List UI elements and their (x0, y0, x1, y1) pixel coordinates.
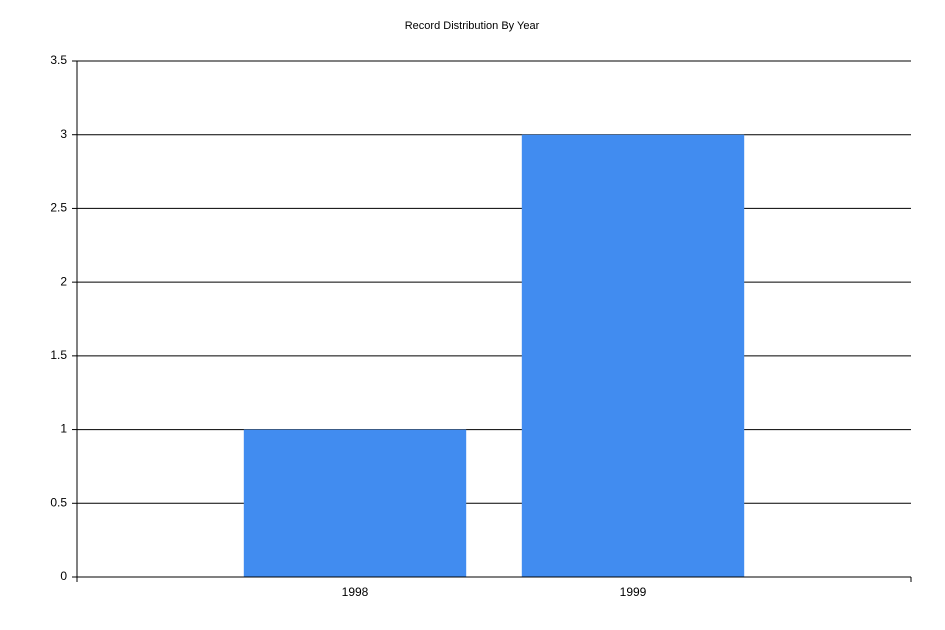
y-tick-label: 3.5 (50, 53, 67, 67)
chart-title: Record Distribution By Year (405, 20, 540, 32)
bar (521, 134, 745, 577)
y-tick-label: 1.5 (50, 348, 67, 362)
y-tick-label: 0 (60, 569, 67, 583)
bar (243, 429, 467, 577)
y-tick-label: 0.5 (50, 495, 67, 509)
y-tick-label: 2 (60, 274, 67, 288)
y-tick-label: 3 (60, 127, 67, 141)
y-tick-label: 2.5 (50, 201, 67, 215)
y-tick-label: 1 (60, 422, 67, 436)
x-tick-label: 1998 (342, 585, 369, 599)
x-tick-label: 1999 (620, 585, 647, 599)
